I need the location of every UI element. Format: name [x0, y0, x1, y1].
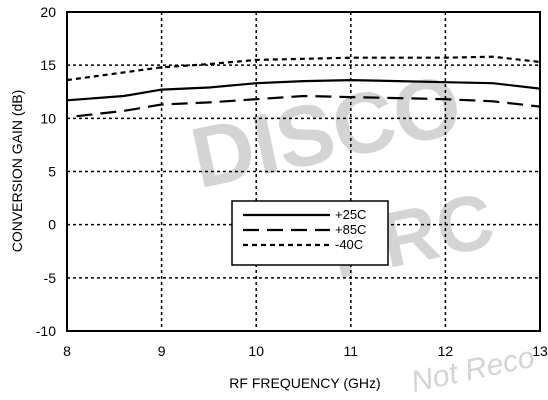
y-tick-label: -5	[44, 270, 57, 286]
x-tick-label: 12	[438, 343, 454, 359]
x-tick-label: 10	[248, 343, 264, 359]
series-line-1	[66, 78, 541, 102]
y-tick-label: 15	[40, 57, 56, 73]
x-tick-labels: 8 9 10 11 12 13	[63, 343, 548, 359]
series-line-2	[76, 94, 541, 118]
x-axis-title: RF FREQUENCY (GHz)	[229, 375, 380, 391]
series-line-3	[66, 55, 541, 82]
legend-label-3: -40C	[335, 237, 363, 252]
legend-label-2: +85C	[335, 222, 366, 237]
watermark-small-text: Not Reco	[408, 341, 537, 399]
legend-box	[231, 200, 389, 266]
plot-frame	[66, 11, 541, 332]
y-tick-label: 20	[40, 4, 56, 20]
y-tick-label: 0	[48, 217, 56, 233]
y-tick-labels: -10 -5 0 5 10 15 20	[36, 4, 56, 339]
y-tick-label: 5	[48, 164, 56, 180]
y-axis-title: CONVERSION GAIN (dB)	[9, 90, 25, 253]
y-tick-label: 10	[40, 110, 56, 126]
x-tick-label: 13	[532, 343, 548, 359]
legend-label-1: +25C	[335, 207, 366, 222]
x-tick-label: 9	[158, 343, 166, 359]
legend: +25C+85C-40C	[231, 200, 389, 266]
grid-lines	[67, 12, 540, 331]
x-tick-label: 8	[63, 343, 71, 359]
watermark-large-text: DISCO	[183, 57, 469, 208]
x-tick-label: 11	[344, 343, 359, 359]
series-lines	[66, 55, 541, 118]
y-tick-label: -10	[36, 323, 56, 339]
